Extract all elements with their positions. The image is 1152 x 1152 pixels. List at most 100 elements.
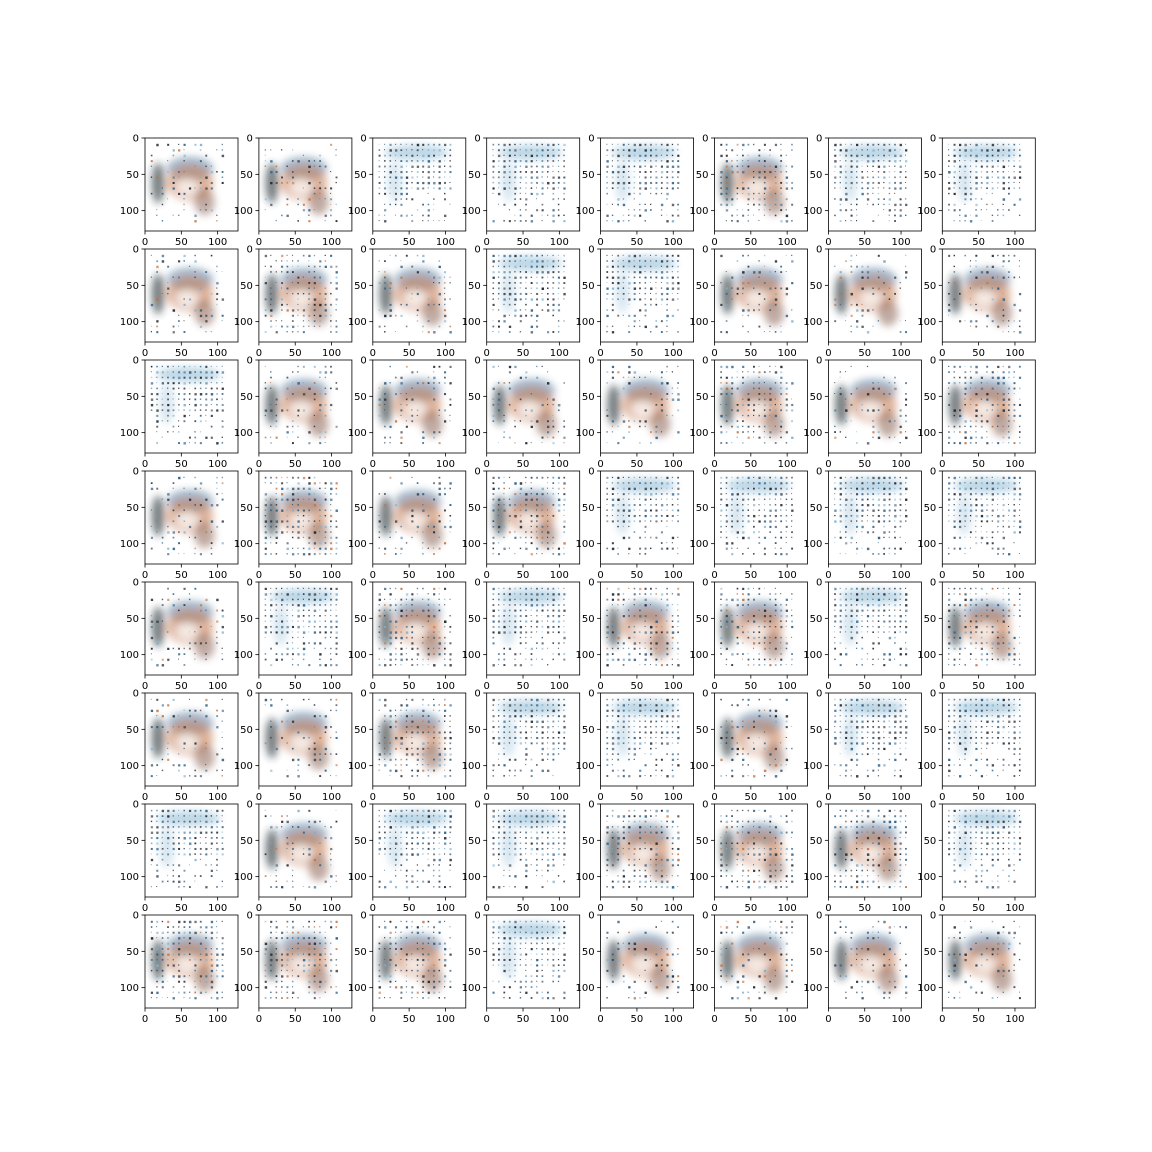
sample-image bbox=[145, 804, 238, 897]
y-tick-label: 100 bbox=[234, 983, 253, 994]
axes-frame bbox=[258, 914, 353, 1009]
x-tick-label: 100 bbox=[436, 459, 455, 470]
x-tick-label: 0 bbox=[825, 681, 831, 692]
y-tick-label: 50 bbox=[240, 614, 253, 625]
sample-image bbox=[714, 360, 808, 453]
y-tick-label: 0 bbox=[247, 578, 253, 589]
axes-frame bbox=[486, 581, 581, 676]
y-tick-label: 0 bbox=[133, 245, 139, 256]
x-tick-label: 50 bbox=[631, 348, 644, 359]
y-tick-label: 50 bbox=[126, 947, 139, 958]
sample-image bbox=[372, 693, 466, 786]
y-tick-label: 100 bbox=[120, 539, 139, 550]
y-tick-label: 0 bbox=[930, 134, 936, 145]
y-tick-label: 100 bbox=[576, 761, 595, 772]
y-tick-label: 50 bbox=[924, 725, 937, 736]
y-tick-label: 0 bbox=[133, 800, 139, 811]
sample-image bbox=[600, 249, 694, 342]
x-tick-label: 50 bbox=[289, 903, 302, 914]
subplot-grid: 0 50 100 0 50 100 0 50 100 0 50 100 0 50 100 0 50 100 0 50 1… bbox=[120, 134, 1036, 1025]
axes-frame bbox=[144, 137, 239, 232]
sample-panel: 0 50 100 0 50 100 bbox=[120, 911, 239, 1025]
x-tick-label: 100 bbox=[1005, 237, 1024, 248]
axes-frame bbox=[372, 470, 467, 565]
sample-panel: 0 50 100 0 50 100 bbox=[462, 356, 581, 470]
sample-panel: 0 50 100 0 50 100 bbox=[576, 689, 694, 803]
axes-frame bbox=[258, 470, 353, 565]
y-tick-label: 50 bbox=[696, 170, 709, 181]
y-tick-label: 0 bbox=[247, 689, 253, 700]
sample-panel: 0 50 100 0 50 100 bbox=[803, 134, 922, 248]
y-tick-label: 0 bbox=[360, 911, 366, 922]
y-tick-label: 0 bbox=[816, 467, 822, 478]
y-tick-label: 0 bbox=[133, 134, 139, 145]
sample-image bbox=[258, 804, 352, 897]
x-tick-label: 0 bbox=[825, 1014, 831, 1025]
x-tick-label: 50 bbox=[858, 348, 871, 359]
y-tick-label: 50 bbox=[240, 947, 253, 958]
axes-frame bbox=[828, 248, 922, 343]
x-tick-label: 50 bbox=[175, 459, 188, 470]
axes-frame bbox=[714, 581, 808, 676]
axes-frame bbox=[600, 470, 694, 565]
sample-panel: 0 50 100 0 50 100 bbox=[917, 911, 1036, 1025]
y-tick-label: 0 bbox=[247, 800, 253, 811]
sample-panel: 0 50 100 0 50 100 bbox=[348, 578, 467, 692]
axes-frame bbox=[144, 359, 239, 454]
x-tick-label: 50 bbox=[972, 792, 985, 803]
y-tick-label: 100 bbox=[348, 983, 367, 994]
sample-panel: 0 50 100 0 50 100 bbox=[689, 689, 808, 803]
axes-frame bbox=[372, 581, 467, 676]
y-tick-label: 50 bbox=[924, 614, 937, 625]
sample-panel: 0 50 100 0 50 100 bbox=[576, 911, 694, 1025]
y-tick-label: 100 bbox=[917, 206, 936, 217]
y-tick-label: 100 bbox=[576, 872, 595, 883]
y-tick-label: 0 bbox=[474, 578, 480, 589]
y-tick-label: 50 bbox=[240, 503, 253, 514]
y-tick-label: 100 bbox=[120, 983, 139, 994]
x-tick-label: 0 bbox=[711, 570, 717, 581]
x-tick-label: 0 bbox=[484, 237, 490, 248]
sample-image bbox=[486, 582, 580, 675]
y-tick-label: 100 bbox=[462, 539, 481, 550]
x-tick-label: 50 bbox=[403, 1014, 416, 1025]
x-tick-label: 50 bbox=[858, 570, 871, 581]
x-tick-label: 100 bbox=[436, 903, 455, 914]
axes-frame bbox=[600, 248, 694, 343]
y-tick-label: 0 bbox=[588, 356, 594, 367]
y-tick-label: 50 bbox=[696, 281, 709, 292]
axes-frame bbox=[144, 248, 239, 343]
axes-frame bbox=[828, 137, 922, 232]
sample-image bbox=[372, 915, 466, 1008]
x-tick-label: 0 bbox=[370, 348, 376, 359]
x-tick-label: 100 bbox=[778, 1014, 797, 1025]
y-tick-label: 0 bbox=[247, 911, 253, 922]
x-tick-label: 50 bbox=[517, 348, 530, 359]
x-tick-label: 0 bbox=[597, 681, 603, 692]
x-tick-label: 50 bbox=[289, 570, 302, 581]
y-tick-label: 100 bbox=[234, 761, 253, 772]
sample-image bbox=[828, 804, 922, 897]
x-tick-label: 50 bbox=[403, 903, 416, 914]
x-tick-label: 100 bbox=[208, 681, 227, 692]
x-tick-label: 0 bbox=[370, 681, 376, 692]
x-tick-label: 50 bbox=[858, 237, 871, 248]
x-tick-label: 100 bbox=[1005, 459, 1024, 470]
y-tick-label: 50 bbox=[924, 947, 937, 958]
y-tick-label: 0 bbox=[360, 467, 366, 478]
y-tick-label: 100 bbox=[234, 539, 253, 550]
y-tick-label: 100 bbox=[462, 317, 481, 328]
x-tick-label: 100 bbox=[322, 681, 341, 692]
axes-frame bbox=[258, 359, 353, 454]
x-tick-label: 100 bbox=[436, 348, 455, 359]
sample-panel: 0 50 100 0 50 100 bbox=[803, 800, 922, 914]
x-tick-label: 0 bbox=[825, 570, 831, 581]
y-tick-label: 100 bbox=[348, 761, 367, 772]
y-tick-label: 50 bbox=[354, 281, 367, 292]
y-tick-label: 50 bbox=[126, 170, 139, 181]
x-tick-label: 50 bbox=[517, 681, 530, 692]
sample-panel: 0 50 100 0 50 100 bbox=[348, 356, 467, 470]
x-tick-label: 100 bbox=[208, 792, 227, 803]
y-tick-label: 100 bbox=[917, 872, 936, 883]
y-tick-label: 100 bbox=[917, 650, 936, 661]
